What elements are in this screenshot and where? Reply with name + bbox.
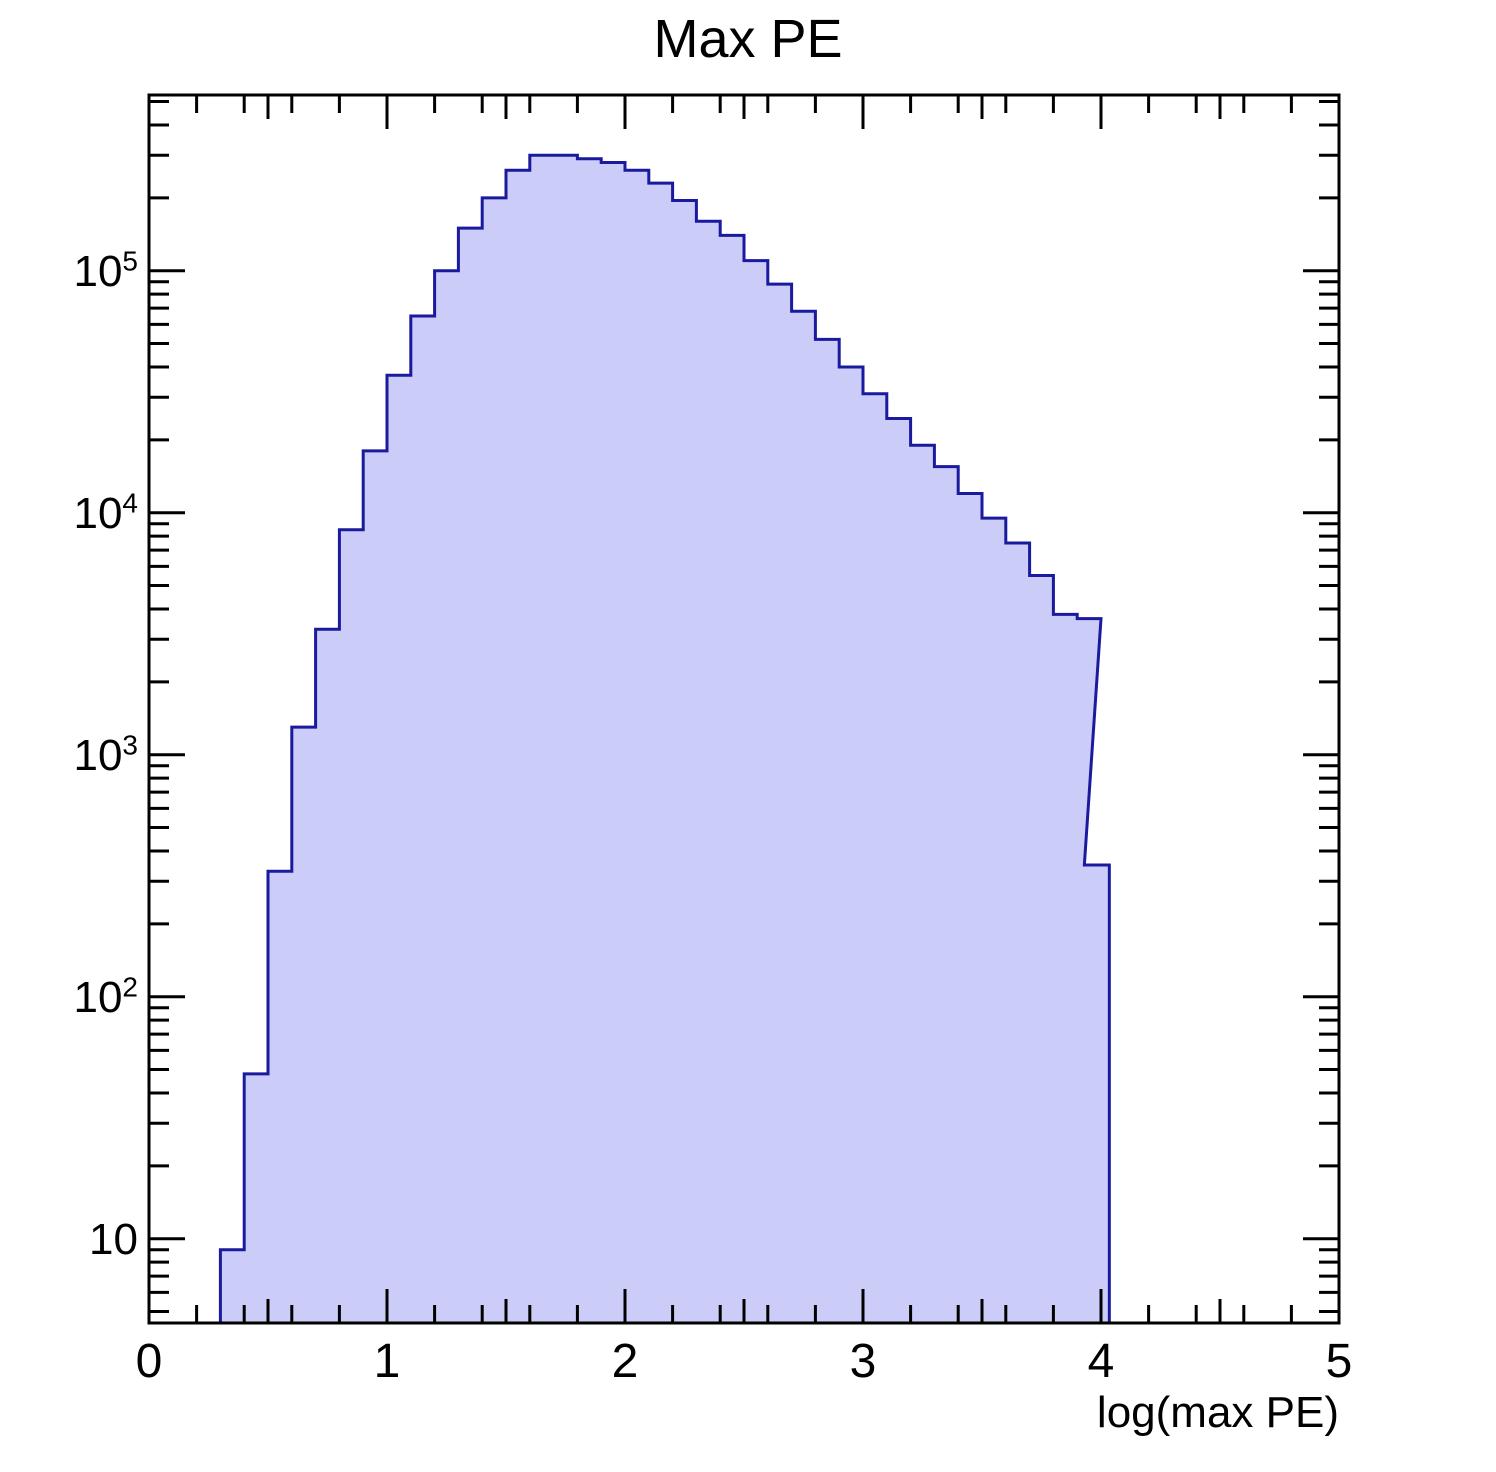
x-tick-label-3: 3 — [849, 1335, 877, 1388]
y-tick-label-100000: 105 — [73, 245, 138, 296]
y-tick-label-1000: 103 — [73, 729, 138, 780]
x-tick-label-1: 1 — [373, 1335, 401, 1388]
x-axis-label: log(max PE) — [1096, 1388, 1339, 1437]
page-title: Max PE — [653, 9, 843, 69]
x-tick-label-4: 4 — [1087, 1335, 1115, 1388]
y-tick-label-10000: 104 — [73, 487, 138, 538]
y-tick-label-10: 10 — [89, 1215, 138, 1264]
plot-frame — [147, 93, 1341, 1325]
histogram-series — [218, 153, 1111, 1325]
histogram-bars — [218, 153, 1111, 1325]
x-tick-label-2: 2 — [611, 1335, 639, 1388]
y-tick-label-100: 102 — [73, 971, 138, 1022]
x-tick-label-0: 0 — [135, 1335, 163, 1388]
axis-ticks — [149, 95, 1339, 1323]
x-tick-label-5: 5 — [1325, 1335, 1353, 1388]
